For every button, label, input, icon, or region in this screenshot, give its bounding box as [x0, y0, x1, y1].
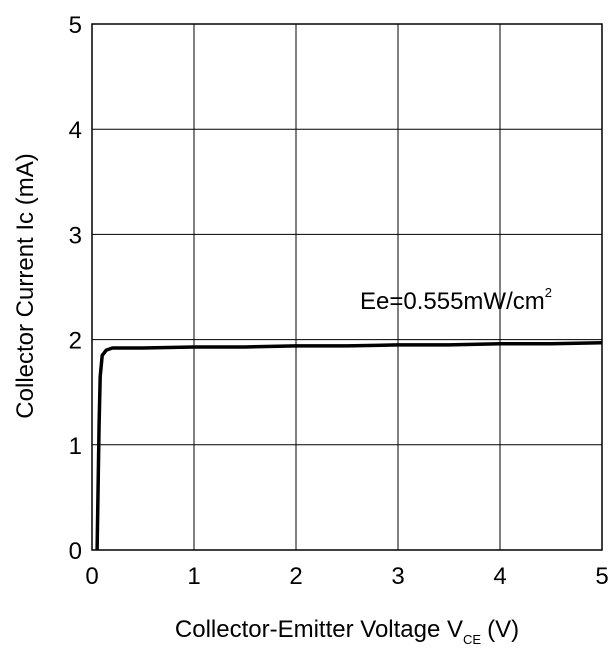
y-tick-label: 2: [69, 328, 82, 355]
y-tick-label: 3: [69, 222, 82, 249]
x-axis-label-unit: (V): [487, 616, 519, 643]
y-tick-label: 1: [69, 433, 82, 460]
series-layer: [95, 341, 603, 551]
x-tick-label: 0: [85, 563, 98, 590]
y-tick-label: 4: [69, 117, 82, 144]
series-line: [95, 341, 603, 551]
grid-lines: [92, 24, 602, 550]
y-tick-label: 0: [69, 538, 82, 565]
x-tick-labels: 0 1 2 3 4 5: [85, 563, 608, 590]
x-axis-label: Collector-Emitter Voltage VCE (V): [175, 616, 519, 647]
x-tick-label: 1: [187, 563, 200, 590]
y-tick-label: 5: [69, 12, 82, 39]
x-axis-label-main: Collector-Emitter Voltage V: [175, 616, 463, 643]
x-tick-label: 4: [493, 563, 506, 590]
plot-frame: [91, 23, 603, 551]
x-tick-label: 2: [289, 563, 302, 590]
x-tick-label: 5: [595, 563, 608, 590]
annotation-main: Ee=0.555mW/cm: [360, 288, 545, 315]
x-tick-label: 3: [391, 563, 404, 590]
annotation-label: Ee=0.555mW/cm2: [360, 285, 552, 315]
x-axis-label-subscript: CE: [463, 632, 481, 647]
annotation-superscript: 2: [545, 285, 552, 300]
y-tick-labels: 0 1 2 3 4 5: [69, 12, 82, 565]
y-axis-label: Collector Current Ic (mA): [12, 153, 39, 418]
